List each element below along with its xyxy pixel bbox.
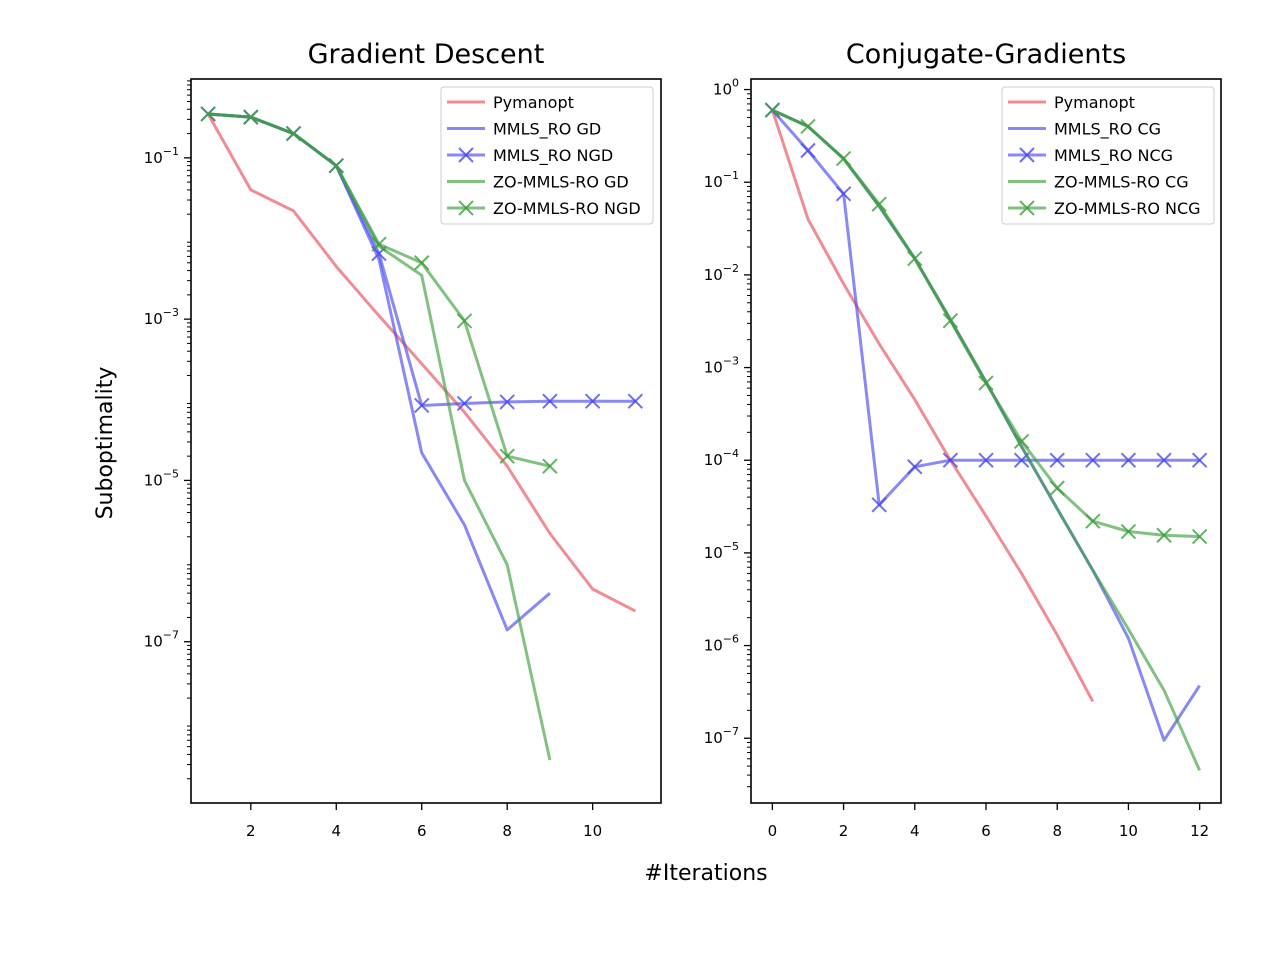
series-group: [764, 102, 1208, 772]
y-tick-label: 10−5: [704, 540, 739, 562]
x-axis-label: #Iterations: [644, 861, 767, 886]
data-point: [542, 458, 558, 474]
data-point: [871, 196, 887, 212]
panel-title: Conjugate-Gradients: [846, 39, 1126, 70]
y-axis-label: Suboptimality: [93, 367, 118, 520]
y-tick-label: 10−7: [704, 725, 739, 747]
legend-label: Pymanopt: [1054, 93, 1135, 112]
legend-item: ZO-MMLS-RO GD: [447, 173, 629, 192]
axes-frame: [190, 78, 662, 804]
data-point: [942, 313, 959, 329]
data-point: [1013, 433, 1030, 450]
x-tick-label: 8: [1052, 822, 1062, 840]
data-point: [285, 125, 302, 142]
axes-frame: [750, 78, 1222, 804]
legend-label: ZO-MMLS-RO NCG: [1054, 199, 1201, 218]
panel-gradient-descent: Gradient Descent 10−1 10−3 10−5 10−7 2 4 6 8 10 Py…: [144, 39, 662, 840]
y-tick-label: 10−6: [704, 633, 739, 655]
legend-item: MMLS_RO NGD: [447, 146, 613, 166]
data-point: [1191, 528, 1208, 545]
data-point: [835, 150, 852, 167]
data-point: [978, 452, 994, 468]
y-tick-label: 10−1: [144, 145, 179, 167]
legend-label: MMLS_RO NCG: [1054, 146, 1173, 166]
y-tick-label: 10−4: [704, 447, 739, 469]
x-tick-label: 2: [839, 822, 849, 840]
x-tick-label: 12: [1190, 822, 1209, 840]
data-point: [800, 118, 816, 135]
y-tick-label: 10−7: [144, 629, 179, 651]
data-point: [499, 394, 515, 410]
data-point: [1191, 452, 1208, 468]
data-point: [371, 236, 387, 252]
legend-item: MMLS_RO GD: [447, 120, 601, 140]
legend-item: Pymanopt: [1008, 93, 1135, 112]
data-point: [800, 142, 816, 159]
data-point: [243, 109, 259, 125]
data-point: [871, 497, 887, 513]
legend-label: Pymanopt: [493, 93, 574, 112]
x-tick-label: 4: [910, 822, 920, 840]
data-point: [456, 313, 473, 329]
data-point: [1156, 527, 1172, 543]
data-point: [1156, 452, 1172, 468]
x-tick-label: 4: [331, 822, 341, 840]
data-point: [978, 375, 994, 391]
data-point: [542, 393, 558, 409]
y-tick-label: 10−3: [144, 306, 179, 328]
y-tick-label: 100: [713, 77, 739, 99]
legend-label: ZO-MMLS-RO NGD: [493, 199, 641, 218]
series-line-pymanopt: [770, 109, 1095, 703]
data-point: [499, 448, 515, 464]
legend: Pymanopt MMLS_RO GD MMLS_RO NGD ZO-MMLS-RO …: [440, 86, 654, 225]
x-tick-label: 2: [246, 822, 256, 840]
panel-title: Gradient Descent: [308, 39, 545, 70]
data-point: [1120, 452, 1137, 468]
data-point: [942, 452, 959, 468]
data-point: [584, 393, 601, 409]
data-point: [907, 459, 923, 475]
y-tick-label: 10−3: [704, 355, 739, 377]
series-group: [200, 106, 644, 761]
series-line-pymanopt: [206, 113, 637, 613]
y-tick-label: 10−5: [144, 467, 179, 489]
legend-label: MMLS_RO CG: [1054, 120, 1161, 140]
legend-label: MMLS_RO NGD: [493, 146, 613, 166]
legend-item: Pymanopt: [447, 93, 574, 112]
data-point: [1085, 452, 1101, 468]
data-point: [764, 102, 781, 118]
legend-item: ZO-MMLS-RO CG: [1008, 173, 1189, 192]
legend-label: MMLS_RO GD: [493, 120, 601, 140]
legend-item: ZO-MMLS-RO NCG: [1008, 199, 1201, 218]
legend-item: MMLS_RO NCG: [1008, 146, 1173, 166]
data-point: [456, 395, 473, 412]
data-point: [835, 186, 852, 202]
data-point: [1085, 513, 1101, 529]
data-point: [1049, 452, 1065, 468]
x-tick-label: 10: [583, 822, 602, 840]
data-point: [627, 393, 644, 409]
data-point: [328, 157, 344, 174]
panel-conjugate-gradients: Conjugate-Gradients10010−110−210−310−410…: [704, 39, 1222, 840]
y-tick-label: 10−1: [704, 169, 739, 191]
data-point: [414, 255, 430, 271]
legend-label: ZO-MMLS-RO GD: [493, 173, 629, 192]
legend: Pymanopt MMLS_RO CG MMLS_RO NCG ZO-MMLS-RO …: [1001, 86, 1215, 225]
legend-label: ZO-MMLS-RO CG: [1054, 173, 1189, 192]
data-point: [200, 106, 216, 122]
data-point: [414, 397, 430, 414]
x-tick-label: 6: [417, 822, 427, 840]
data-point: [1120, 523, 1137, 540]
legend-item: ZO-MMLS-RO NGD: [447, 199, 641, 218]
x-tick-label: 6: [981, 822, 991, 840]
data-point: [1049, 480, 1065, 496]
y-tick-label: 10−2: [704, 262, 739, 284]
x-tick-label: 10: [1119, 822, 1138, 840]
x-tick-label: 0: [768, 822, 778, 840]
data-point: [907, 250, 923, 267]
legend-item: MMLS_RO CG: [1008, 120, 1161, 140]
x-tick-label: 8: [502, 822, 512, 840]
